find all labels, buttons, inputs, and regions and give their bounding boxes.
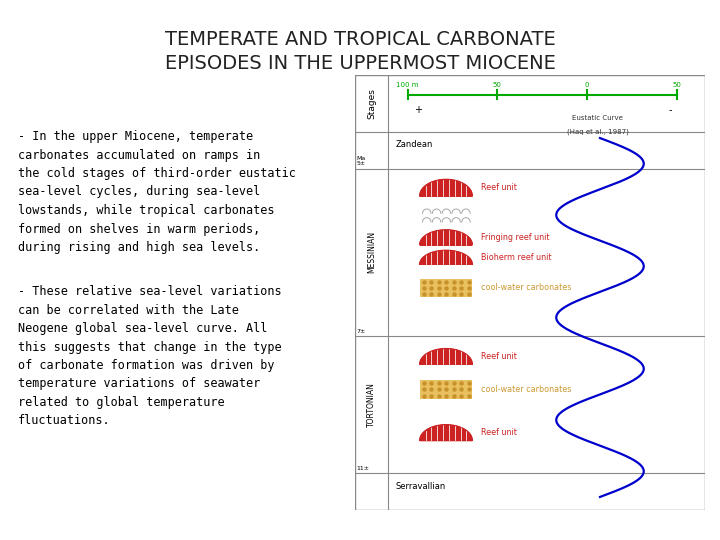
Text: Eustatic Curve: Eustatic Curve: [572, 116, 623, 122]
Text: MESSINIAN: MESSINIAN: [367, 231, 376, 273]
Polygon shape: [420, 179, 472, 196]
Text: -: -: [668, 105, 672, 115]
Text: 0: 0: [585, 82, 590, 88]
Text: 50: 50: [493, 82, 502, 88]
Text: 11±: 11±: [356, 466, 370, 471]
Text: +: +: [414, 105, 422, 115]
Text: Reef unit: Reef unit: [481, 183, 517, 192]
Text: 7±: 7±: [356, 329, 366, 334]
Polygon shape: [420, 230, 472, 245]
Text: cool-water carbonates: cool-water carbonates: [481, 385, 572, 394]
Text: (Haq et al., 1987): (Haq et al., 1987): [567, 129, 629, 135]
Text: 100 m: 100 m: [396, 82, 419, 88]
Bar: [420, 380, 472, 399]
Polygon shape: [420, 349, 472, 365]
Text: Reef unit: Reef unit: [481, 428, 517, 437]
Text: Reef unit: Reef unit: [481, 352, 517, 361]
Text: TEMPERATE AND TROPICAL CARBONATE
EPISODES IN THE UPPERMOST MIOCENE: TEMPERATE AND TROPICAL CARBONATE EPISODE…: [165, 30, 555, 73]
Polygon shape: [420, 425, 472, 441]
Text: - These relative sea-level variations
can be correlated with the Late
Neogene gl: - These relative sea-level variations ca…: [18, 285, 282, 428]
Text: 50: 50: [672, 82, 681, 88]
Text: cool-water carbonates: cool-water carbonates: [481, 283, 572, 292]
Text: - In the upper Miocene, temperate
carbonates accumulated on ramps in
the cold st: - In the upper Miocene, temperate carbon…: [18, 130, 296, 254]
Text: Bioherm reef unit: Bioherm reef unit: [481, 253, 552, 262]
Text: Zandean: Zandean: [395, 140, 433, 149]
Polygon shape: [420, 251, 472, 264]
Text: Serravallian: Serravallian: [395, 482, 446, 490]
Bar: [420, 279, 472, 297]
Text: Fringing reef unit: Fringing reef unit: [481, 233, 549, 242]
Text: TORTONIAN: TORTONIAN: [367, 382, 376, 427]
Text: Ma
5±: Ma 5±: [356, 156, 366, 166]
Text: Stages: Stages: [367, 88, 376, 119]
